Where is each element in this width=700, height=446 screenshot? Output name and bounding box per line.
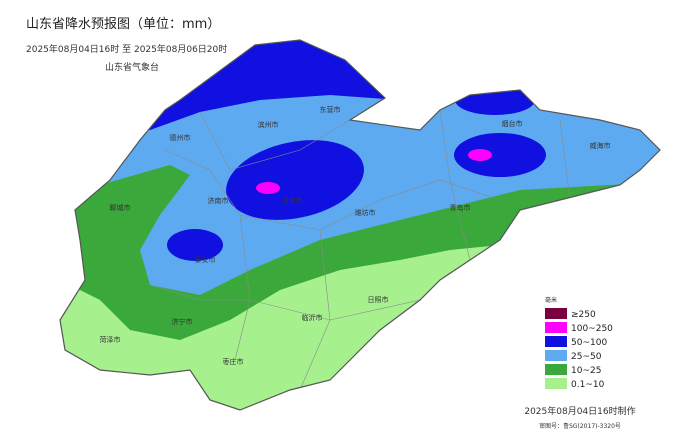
city: 枣庄市 bbox=[223, 357, 244, 366]
city-labels: 德州市 滨州市 东营市 烟台市 威海市 聊城市 济南市 淄博市 潍坊市 青岛市 … bbox=[100, 105, 611, 366]
legend-swatch bbox=[545, 308, 567, 319]
legend-label: 0.1~10 bbox=[571, 380, 605, 390]
city: 东营市 bbox=[320, 105, 341, 114]
issuer: 山东省气象台 bbox=[105, 61, 159, 73]
city: 烟台市 bbox=[502, 119, 523, 128]
city: 临沂市 bbox=[302, 313, 323, 322]
title: 山东省降水预报图（单位：mm） bbox=[26, 17, 220, 32]
period: 2025年08月04日16时 至 2025年08月06日20时 bbox=[26, 43, 227, 55]
city: 菏泽市 bbox=[100, 335, 121, 344]
city: 潍坊市 bbox=[355, 208, 376, 217]
city: 济南市 bbox=[208, 196, 229, 205]
legend-label: 10~25 bbox=[571, 366, 601, 376]
approval: 审图号：鲁SG(2017)-3320号 bbox=[539, 422, 621, 430]
legend-swatch bbox=[545, 350, 567, 361]
legend-swatch bbox=[545, 336, 567, 347]
city: 滨州市 bbox=[258, 120, 279, 129]
legend-swatch bbox=[545, 378, 567, 389]
legend-swatch bbox=[545, 322, 567, 333]
legend-label: 50~100 bbox=[571, 338, 607, 348]
city: 德州市 bbox=[170, 133, 191, 142]
legend: 毫米 ≥250 100~250 50~100 25~50 10~25 0.1~10 bbox=[545, 296, 613, 390]
legend-swatch bbox=[545, 364, 567, 375]
legend-title: 毫米 bbox=[545, 296, 557, 304]
legend-label: ≥250 bbox=[571, 310, 596, 320]
city: 淄博市 bbox=[282, 196, 303, 205]
city: 泰安市 bbox=[195, 255, 216, 264]
legend-label: 25~50 bbox=[571, 352, 602, 362]
made-time: 2025年08月04日16时制作 bbox=[524, 405, 635, 417]
city: 济宁市 bbox=[172, 317, 193, 326]
city: 威海市 bbox=[590, 141, 611, 150]
city: 青岛市 bbox=[450, 203, 471, 212]
city: 聊城市 bbox=[110, 203, 131, 212]
legend-label: 100~250 bbox=[571, 324, 613, 334]
city: 日照市 bbox=[368, 295, 389, 304]
